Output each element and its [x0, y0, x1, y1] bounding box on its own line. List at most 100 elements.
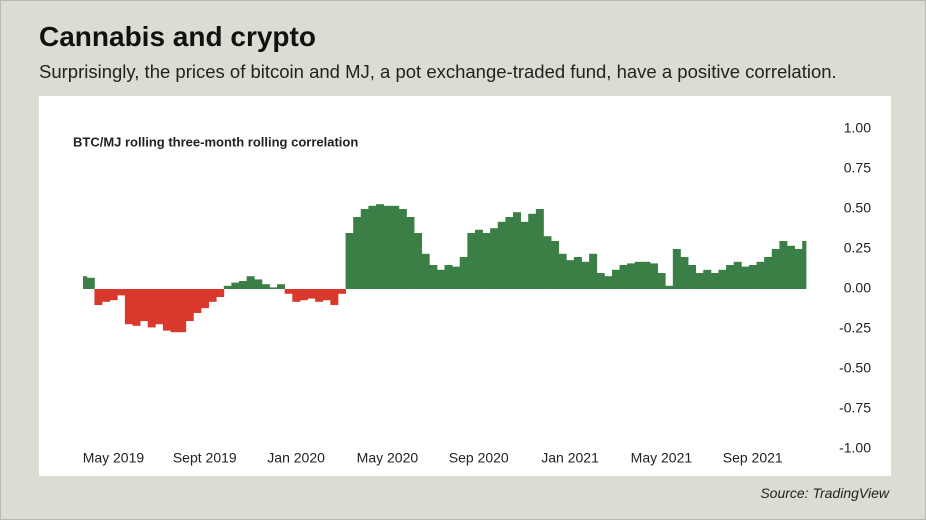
area-segment [444, 265, 453, 289]
y-tick-label: 0.25 [844, 240, 871, 256]
area-segment [109, 289, 118, 301]
area-segment [558, 253, 567, 289]
area-segment [140, 289, 149, 321]
area-segment [436, 269, 445, 289]
area-segment [741, 266, 750, 289]
area-segment [726, 265, 735, 289]
title: Cannabis and crypto [39, 21, 316, 52]
area-segment [124, 289, 133, 325]
area-segment [703, 269, 712, 289]
area-segment [322, 289, 331, 301]
area-segment [429, 265, 438, 289]
area-segment [170, 289, 179, 333]
area-segment [619, 265, 628, 289]
area-segment [535, 209, 544, 289]
y-tick-label: -0.75 [839, 400, 871, 416]
area-segment [391, 205, 400, 289]
area-segment [756, 261, 765, 289]
area-segment [657, 273, 666, 289]
area-segment [292, 289, 301, 302]
y-tick-label: 0.50 [844, 200, 871, 216]
area-segment [269, 287, 278, 289]
area-segment [223, 285, 232, 289]
area-segment [695, 273, 704, 289]
area-segment [299, 289, 308, 301]
area-segment [178, 289, 187, 333]
area-segment [254, 279, 263, 289]
area-segment [779, 241, 788, 289]
x-tick-label: May 2020 [357, 450, 419, 466]
area-segment [528, 213, 537, 289]
area-segment [162, 289, 171, 331]
area-segment [596, 273, 605, 289]
area-segment [83, 276, 88, 289]
area-segment [490, 228, 499, 289]
x-tick-label: May 2021 [631, 450, 693, 466]
area-segment [208, 289, 217, 302]
area-segment [512, 212, 522, 289]
area-segment [604, 276, 613, 289]
area-segment [634, 261, 643, 289]
area-segment [383, 205, 392, 289]
area-segment [185, 289, 194, 321]
area-segment [239, 281, 248, 289]
area-segment [368, 205, 377, 289]
area-segment [718, 269, 727, 289]
area-segment [474, 229, 483, 289]
area-segment [710, 273, 719, 289]
area-segment [307, 289, 316, 299]
area-segment [132, 289, 141, 326]
chart-title: BTC/MJ rolling three-month rolling corre… [73, 134, 358, 149]
area-segment [94, 289, 103, 305]
area-segment [353, 217, 362, 289]
area-segment [117, 289, 126, 296]
area-segment [193, 289, 202, 313]
area-segment [147, 289, 156, 328]
area-segment [680, 257, 689, 289]
area-segment [520, 221, 529, 289]
y-tick-label: -1.00 [839, 440, 871, 456]
area-segment [649, 263, 658, 289]
area-segment [315, 289, 324, 302]
area-segment [330, 289, 339, 305]
area-segment [581, 261, 590, 289]
y-tick-label: 0.00 [844, 280, 871, 296]
area-segment [467, 233, 476, 289]
area-segment [360, 209, 369, 289]
area-segment [284, 289, 293, 294]
area-segment [764, 257, 773, 289]
area-segment [86, 277, 95, 289]
area-segment [748, 265, 757, 289]
area-segment [589, 253, 598, 289]
area-segment [688, 265, 697, 289]
area-segment [398, 209, 407, 289]
y-tick-label: -0.25 [839, 320, 871, 336]
y-tick-label: 1.00 [844, 120, 871, 136]
area-segment [246, 276, 255, 289]
area-segment [733, 261, 742, 289]
subtitle: Surprisingly, the prices of bitcoin and … [39, 61, 837, 82]
area-segment [771, 249, 780, 289]
area-segment [543, 236, 552, 289]
y-tick-label: -0.50 [839, 360, 871, 376]
area-segment [551, 241, 560, 289]
area-segment [406, 217, 415, 289]
area-segment [482, 233, 491, 289]
x-tick-label: Sep 2021 [723, 450, 783, 466]
area-segment [216, 289, 225, 297]
area-segment [672, 249, 681, 289]
area-segment [611, 269, 620, 289]
area-segment [231, 282, 240, 289]
area-segment [376, 204, 385, 289]
x-tick-label: May 2019 [83, 450, 145, 466]
area-segment [573, 257, 582, 289]
area-segment [642, 261, 651, 289]
area-segment [505, 217, 514, 289]
area-segment [421, 253, 430, 289]
area-segment [345, 233, 354, 289]
area-segment [459, 257, 468, 289]
source: Source: TradingView [760, 485, 889, 501]
area-segment [452, 266, 461, 289]
